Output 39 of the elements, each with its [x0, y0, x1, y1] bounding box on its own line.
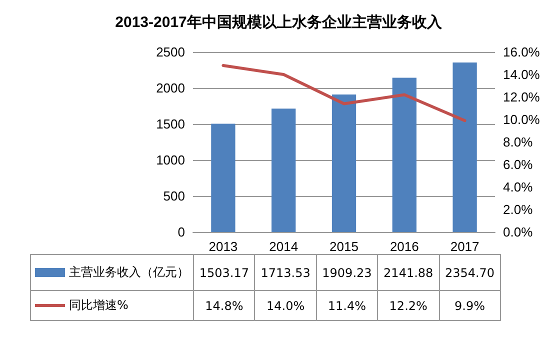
y-tick-label: 2500 [156, 44, 185, 60]
y2-tick-label: 0.0% [503, 224, 534, 240]
x-tick-label: 2013 [208, 239, 238, 254]
data-label: 2141.88 [378, 254, 440, 290]
y2-tick-label: 16.0% [503, 44, 540, 60]
bar [332, 94, 356, 232]
y2-tick-label: 10.0% [503, 112, 540, 127]
bar [272, 108, 296, 232]
data-label: 1503.17 [194, 254, 255, 290]
y2-tick-label: 2.0% [503, 202, 534, 217]
legend-label: 同比增速% [30, 290, 194, 320]
data-label: 11.4% [316, 290, 378, 320]
x-tick-label: 2017 [450, 239, 480, 254]
y2-tick-label: 4.0% [503, 180, 534, 194]
y2-tick-label: 14.0% [503, 67, 540, 82]
y-tick-label: 500 [163, 188, 185, 204]
y2-tick-label: 8.0% [503, 134, 534, 150]
data-label: 1713.53 [254, 254, 316, 290]
data-label: 14.0% [254, 290, 316, 320]
bar [392, 78, 416, 232]
y-tick-label: 1500 [156, 116, 185, 132]
y2-tick-label: 6.0% [503, 157, 534, 172]
data-label: 12.2% [378, 290, 440, 320]
y-tick-label: 2000 [156, 80, 185, 96]
data-label: 14.8% [194, 290, 255, 320]
legend-label: 主营业务收入（亿元） [30, 254, 194, 290]
data-label: 1909.23 [316, 254, 378, 290]
y-tick-label: 1000 [156, 152, 185, 168]
x-tick-label: 2015 [330, 239, 358, 254]
x-tick-label: 2014 [269, 239, 298, 254]
x-tick-label: 2016 [390, 239, 419, 254]
y-tick-label: 0 [178, 224, 185, 240]
data-label: 2354.70 [439, 254, 500, 290]
line-series [222, 64, 466, 122]
y2-tick-label: 12.0% [503, 90, 540, 104]
chart-title: 2013-2017年中国规模以上水务企业主营业务收入 [115, 13, 443, 31]
bar [211, 124, 236, 232]
data-label: 9.9% [439, 290, 500, 320]
bar [452, 62, 477, 232]
